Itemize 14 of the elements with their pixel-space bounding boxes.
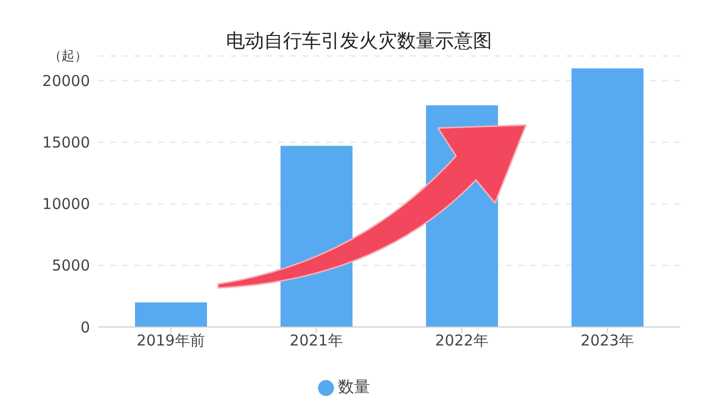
x-tick-label: 2023年 — [580, 332, 634, 350]
bar — [135, 302, 207, 327]
chart-title: 电动自行车引发火灾数量示意图 — [226, 30, 492, 52]
y-tick-label: 20000 — [42, 72, 90, 90]
x-tick-label: 2021年 — [290, 332, 343, 350]
legend-label: 数量 — [338, 377, 370, 396]
bar — [572, 68, 644, 327]
x-tick-label: 2022年 — [435, 332, 488, 350]
y-tick-label: 15000 — [42, 134, 90, 152]
x-tick-label: 2019年前 — [136, 332, 205, 350]
y-tick-label: 10000 — [42, 195, 90, 214]
y-axis-title: （起） — [48, 49, 88, 64]
y-tick-label: 5000 — [52, 256, 90, 275]
y-tick-label: 0 — [80, 318, 90, 336]
